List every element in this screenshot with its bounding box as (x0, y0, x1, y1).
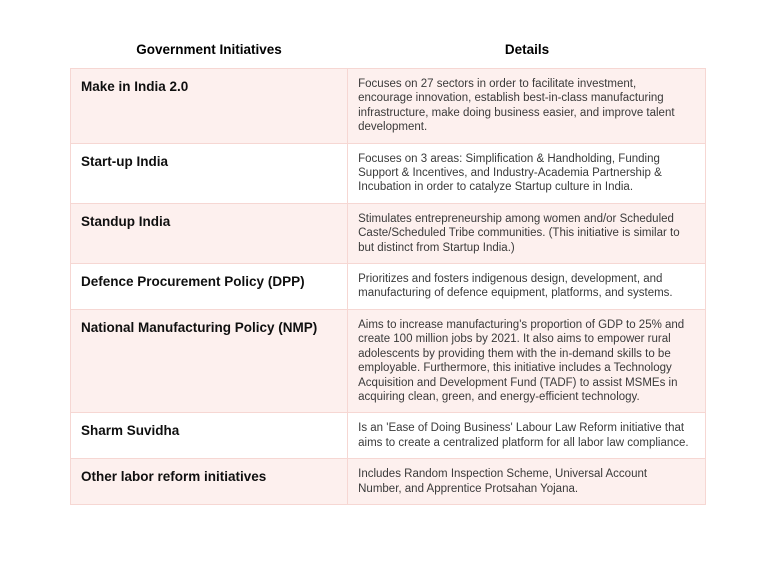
initiative-name: Start-up India (71, 143, 349, 203)
table-row: Standup India Stimulates entrepreneurshi… (71, 202, 705, 264)
table-header-row: Government Initiatives Details (70, 36, 706, 68)
initiative-name: Other labor reform initiatives (71, 459, 349, 504)
table-body: Make in India 2.0 Focuses on 27 sectors … (70, 68, 706, 505)
table-row: Sharm Suvidha Is an 'Ease of Doing Busin… (71, 412, 705, 459)
table-row: National Manufacturing Policy (NMP) Aims… (71, 308, 705, 413)
initiative-details: Focuses on 3 areas: Simplification & Han… (358, 152, 662, 194)
initiative-details: Is an 'Ease of Doing Business' Labour La… (358, 422, 689, 449)
initiative-name: National Manufacturing Policy (NMP) (71, 309, 349, 413)
table-row: Other labor reform initiatives Includes … (71, 458, 705, 504)
initiatives-table: Government Initiatives Details Make in I… (70, 36, 706, 505)
table-row: Make in India 2.0 Focuses on 27 sectors … (71, 69, 705, 143)
initiative-details: Prioritizes and fosters indigenous desig… (358, 273, 673, 300)
initiative-name: Defence Procurement Policy (DPP) (71, 264, 349, 309)
initiative-name: Make in India 2.0 (71, 69, 349, 143)
initiative-details: Stimulates entrepreneurship among women … (358, 212, 680, 254)
initiative-name: Sharm Suvidha (71, 413, 349, 459)
initiative-details: Focuses on 27 sectors in order to facili… (358, 78, 675, 134)
initiative-name: Standup India (71, 203, 349, 264)
initiative-details: Aims to increase manufacturing's proport… (358, 318, 685, 403)
table-row: Defence Procurement Policy (DPP) Priorit… (71, 263, 705, 309)
initiative-details: Includes Random Inspection Scheme, Unive… (358, 468, 648, 495)
column-header-details: Details (504, 42, 550, 57)
table-row: Start-up India Focuses on 3 areas: Simpl… (71, 142, 705, 203)
column-header-government-initiatives: Government Initiatives (136, 42, 282, 57)
